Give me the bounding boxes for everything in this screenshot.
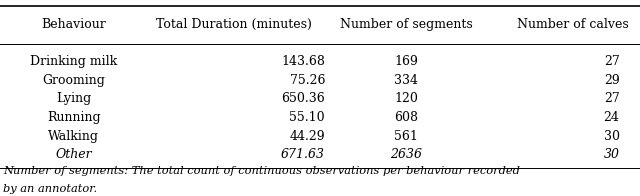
Text: 608: 608	[394, 111, 419, 124]
Text: 30: 30	[604, 130, 620, 143]
Text: 671.63: 671.63	[281, 148, 325, 161]
Text: 24: 24	[604, 111, 620, 124]
Text: 75.26: 75.26	[290, 74, 325, 87]
Text: 29: 29	[604, 74, 620, 87]
Text: Number of segments: Number of segments	[340, 18, 473, 31]
Text: 650.36: 650.36	[282, 93, 325, 105]
Text: 120: 120	[394, 93, 419, 105]
Text: 30: 30	[604, 148, 620, 161]
Text: 334: 334	[394, 74, 419, 87]
Text: 169: 169	[394, 55, 419, 68]
Text: Total Duration (minutes): Total Duration (minutes)	[156, 18, 312, 31]
Text: Drinking milk: Drinking milk	[30, 55, 117, 68]
Text: 27: 27	[604, 93, 620, 105]
Text: Grooming: Grooming	[42, 74, 105, 87]
Text: 27: 27	[604, 55, 620, 68]
Text: 44.29: 44.29	[289, 130, 325, 143]
Text: 2636: 2636	[390, 148, 422, 161]
Text: 561: 561	[394, 130, 419, 143]
Text: Running: Running	[47, 111, 100, 124]
Text: by an annotator.: by an annotator.	[3, 184, 97, 194]
Text: Number of segments: The total count of continuous observations per behaviour rec: Number of segments: The total count of c…	[3, 166, 520, 176]
Text: Other: Other	[55, 148, 92, 161]
Text: 55.10: 55.10	[289, 111, 325, 124]
Text: Lying: Lying	[56, 93, 92, 105]
Text: 143.68: 143.68	[281, 55, 325, 68]
Text: Behaviour: Behaviour	[41, 18, 106, 31]
Text: Number of calves: Number of calves	[517, 18, 628, 31]
Text: Walking: Walking	[48, 130, 99, 143]
